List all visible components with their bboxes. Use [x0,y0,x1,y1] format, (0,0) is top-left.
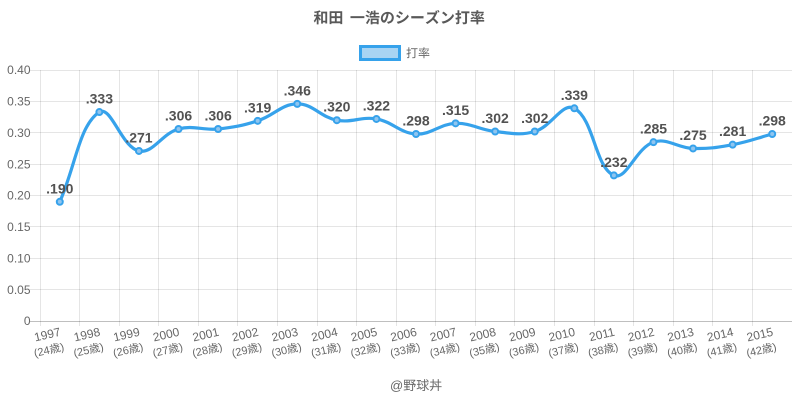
svg-text:2002: 2002 [231,325,260,345]
svg-text:2003: 2003 [270,325,299,345]
svg-text:0.30: 0.30 [7,126,31,140]
svg-text:): ) [653,341,659,354]
svg-text:): ) [376,341,382,354]
svg-text:2006: 2006 [389,325,418,345]
svg-text:.285: .285 [640,121,667,137]
svg-text:): ) [336,341,342,354]
svg-text:.319: .319 [244,99,271,115]
svg-text:2009: 2009 [508,325,537,345]
svg-text:2015: 2015 [745,325,774,345]
svg-text:): ) [99,341,105,354]
svg-text:2007: 2007 [429,325,458,345]
svg-text:2004: 2004 [310,325,339,345]
svg-text:2005: 2005 [349,325,378,345]
svg-text:.190: .190 [46,180,73,196]
svg-text:.302: .302 [482,110,509,126]
svg-text:(38: (38 [587,345,605,360]
svg-text:2000: 2000 [152,325,181,345]
svg-text:.322: .322 [363,97,390,113]
svg-text:): ) [257,341,263,354]
svg-text:(41: (41 [706,345,724,360]
svg-text:.306: .306 [165,107,192,123]
svg-text:0.15: 0.15 [7,220,31,234]
svg-text:(32: (32 [349,345,367,360]
svg-text:(42: (42 [745,345,763,360]
svg-text:(24: (24 [33,345,51,360]
svg-text:.333: .333 [86,91,113,107]
svg-text:2012: 2012 [626,325,655,345]
svg-text:(28: (28 [191,345,209,360]
svg-text:(30: (30 [270,345,288,360]
svg-text:(29: (29 [231,345,249,360]
svg-text:0.35: 0.35 [7,95,31,109]
svg-text:): ) [415,341,421,354]
svg-text:(34: (34 [429,345,447,360]
svg-text:): ) [455,341,461,354]
svg-text:): ) [138,341,144,354]
svg-text:(35: (35 [468,345,486,360]
svg-text:): ) [178,341,184,354]
svg-text:1997: 1997 [33,325,62,345]
svg-text:.281: .281 [719,123,746,139]
svg-text:0.10: 0.10 [7,251,31,265]
svg-text:2014: 2014 [706,325,735,345]
svg-text:1998: 1998 [72,325,101,345]
svg-text:0: 0 [24,314,31,328]
svg-text:(27: (27 [152,345,170,360]
svg-text:): ) [692,341,698,354]
svg-text:2013: 2013 [666,325,695,345]
svg-text:.271: .271 [125,129,152,145]
svg-text:): ) [217,341,223,354]
svg-text:@: @ [390,378,403,393]
svg-text:2008: 2008 [468,325,497,345]
svg-text:(37: (37 [547,345,565,360]
svg-text:0.40: 0.40 [7,63,31,77]
svg-text:0.25: 0.25 [7,157,31,171]
svg-text:): ) [613,341,619,354]
svg-text:.306: .306 [204,107,231,123]
svg-text:1999: 1999 [112,325,141,345]
svg-text:.339: .339 [561,87,588,103]
svg-text:.302: .302 [521,110,548,126]
svg-text:2001: 2001 [191,325,220,345]
svg-text:(33: (33 [389,345,407,360]
svg-text:0.05: 0.05 [7,283,31,297]
svg-text:(39: (39 [627,345,645,360]
svg-text:(36: (36 [508,345,526,360]
svg-text:.320: .320 [323,99,350,115]
svg-text:(40: (40 [666,345,684,360]
svg-text:): ) [732,341,738,354]
svg-text:.298: .298 [759,113,786,129]
svg-text:): ) [494,341,500,354]
svg-text:.346: .346 [284,82,311,98]
svg-text:): ) [574,341,580,354]
svg-text:2010: 2010 [547,325,576,345]
svg-text:.298: .298 [402,113,429,129]
svg-text:): ) [534,341,540,354]
svg-text:(25: (25 [72,345,90,360]
svg-text:.275: .275 [679,127,706,143]
svg-text:2011: 2011 [588,325,617,345]
svg-text:): ) [297,341,303,354]
svg-text:(31: (31 [310,345,328,360]
svg-text:0.20: 0.20 [7,189,31,203]
svg-text:(26: (26 [112,345,130,360]
svg-text:.315: .315 [442,102,469,118]
svg-text:): ) [59,341,65,354]
svg-text:): ) [771,341,777,354]
svg-text:.232: .232 [600,154,627,170]
